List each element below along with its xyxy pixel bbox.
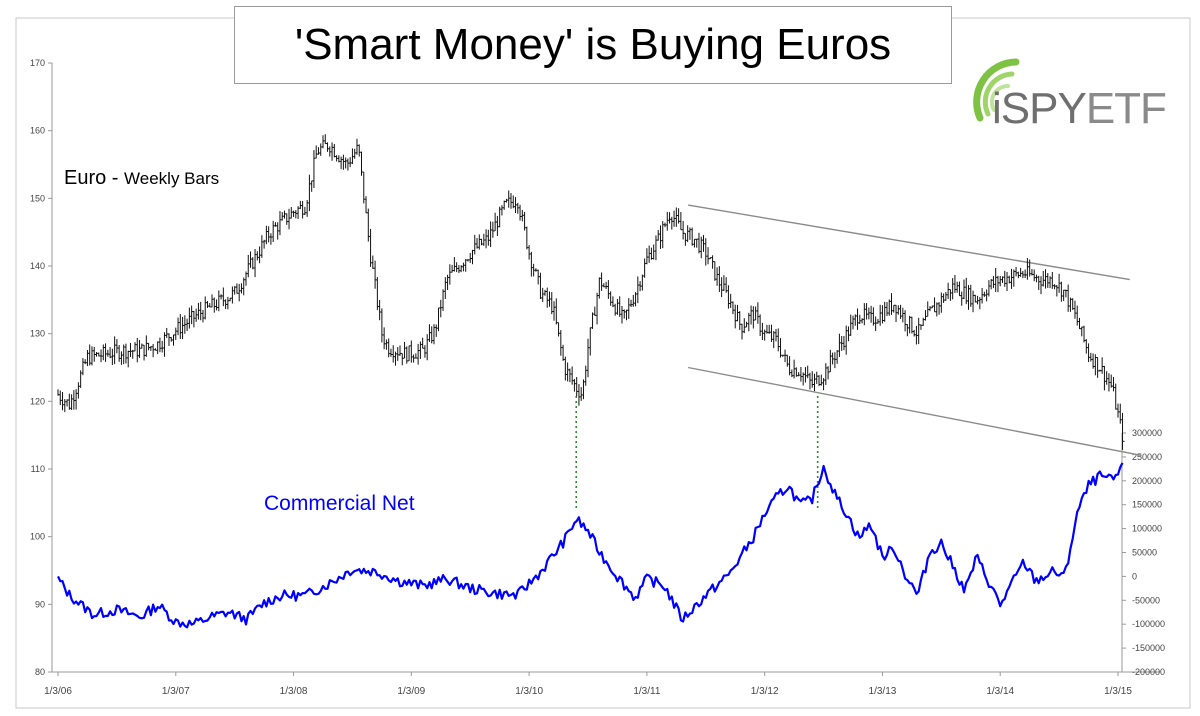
logo-signal-icon	[973, 58, 1020, 122]
commercial-net-series	[57, 462, 1124, 629]
y-left-tick-label: 130	[30, 329, 45, 339]
x-tick-label: 1/3/09	[397, 686, 425, 697]
y-right-tick-label: 50000	[1132, 548, 1157, 558]
trend-line	[687, 204, 1130, 281]
trend-line	[687, 366, 1142, 457]
euro-label-main: Euro	[64, 167, 106, 189]
x-tick-label: 1/3/14	[986, 686, 1014, 697]
x-tick-label: 1/3/08	[280, 686, 308, 697]
euro-series-label: Euro - Weekly Bars	[64, 167, 219, 189]
x-tick-label: 1/3/12	[751, 686, 779, 697]
logo-text: iSPYETF	[992, 84, 1167, 133]
x-tick-label: 1/3/15	[1104, 686, 1132, 697]
y-left-tick-label: 100	[30, 532, 45, 542]
commercial-net-label: Commercial Net	[264, 492, 415, 515]
commercial-net-line	[57, 462, 1124, 629]
y-left-tick-label: 170	[30, 58, 45, 68]
y-right-tick-label: 300000	[1132, 428, 1162, 438]
y-right-tick-label: -200000	[1132, 667, 1165, 677]
chart-axes: 8090100110120130140150160170-200000-1500…	[30, 58, 1165, 697]
y-left-tick-label: 140	[30, 261, 45, 271]
y-right-tick-label: -50000	[1132, 595, 1160, 605]
y-right-tick-label: 0	[1132, 571, 1137, 581]
series-labels: Euro - Weekly Bars Commercial Net	[64, 167, 415, 515]
y-right-tick-label: -100000	[1132, 619, 1165, 629]
y-right-tick-label: 250000	[1132, 452, 1162, 462]
y-right-tick-label: 150000	[1132, 500, 1162, 510]
x-tick-label: 1/3/13	[869, 686, 897, 697]
y-left-tick-label: 120	[30, 396, 45, 406]
ispyetf-logo: iSPYETF	[970, 56, 1200, 156]
y-left-tick-label: 80	[35, 667, 45, 677]
y-left-tick-label: 150	[30, 193, 45, 203]
euro-label-sub: Weekly Bars	[124, 169, 219, 188]
chart-annotations	[575, 204, 1142, 510]
y-right-tick-label: -150000	[1132, 643, 1165, 653]
x-tick-label: 1/3/07	[162, 686, 190, 697]
chart-frame	[15, 17, 1191, 709]
x-tick-label: 1/3/06	[44, 686, 72, 697]
y-left-tick-label: 160	[30, 126, 45, 136]
chart-title-text: 'Smart Money' is Buying Euros	[294, 20, 892, 69]
chart-title: 'Smart Money' is Buying Euros	[234, 6, 952, 84]
x-tick-label: 1/3/11	[633, 686, 660, 697]
euro-weekly-bars	[57, 134, 1125, 450]
euro-label-dash: -	[106, 167, 124, 189]
y-left-tick-label: 90	[35, 599, 45, 609]
y-left-tick-label: 110	[31, 464, 45, 474]
x-tick-label: 1/3/10	[515, 686, 543, 697]
y-right-tick-label: 100000	[1132, 524, 1162, 534]
y-right-tick-label: 200000	[1132, 476, 1162, 486]
